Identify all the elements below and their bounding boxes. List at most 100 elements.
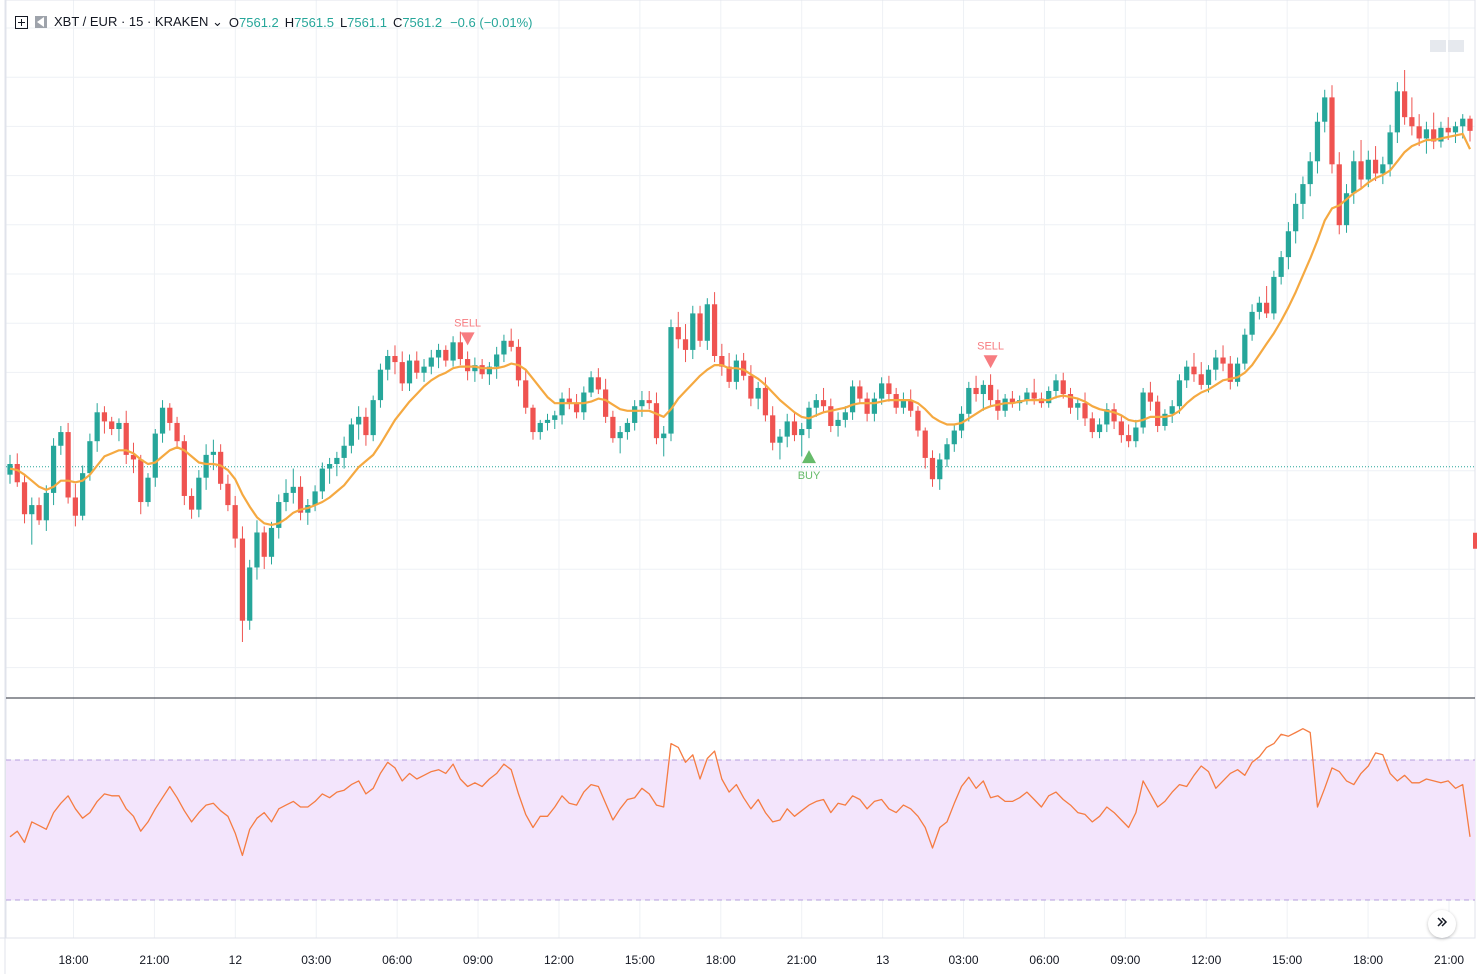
candle	[1024, 387, 1030, 405]
candle	[1162, 409, 1168, 431]
candle-body	[174, 422, 180, 442]
candle-body	[820, 400, 827, 407]
candle	[1365, 150, 1371, 188]
candle-body	[239, 538, 246, 621]
candle	[1423, 121, 1430, 154]
candle	[225, 474, 231, 512]
candle	[1322, 89, 1328, 133]
candle-body	[283, 492, 289, 503]
candle	[530, 404, 536, 440]
candle	[326, 457, 333, 484]
candle-body	[312, 491, 318, 506]
candles	[7, 70, 1473, 642]
time-axis-label: 15:00	[1272, 953, 1302, 967]
candle	[1264, 286, 1270, 318]
candle-body	[1431, 129, 1437, 142]
candle	[770, 406, 776, 451]
candle-body	[399, 362, 405, 384]
candle	[116, 418, 122, 442]
candle-body	[929, 457, 936, 480]
sell-signal: SELL	[454, 317, 481, 346]
candle-body	[1118, 421, 1124, 436]
candle	[1133, 419, 1139, 448]
candle-body	[290, 486, 296, 493]
candle-body	[377, 369, 384, 401]
candle	[755, 381, 761, 410]
symbol-selector[interactable]: XBT / EUR · 15 · KRAKEN ⌄	[54, 14, 223, 30]
candle	[1118, 415, 1124, 443]
pane-collapse-icon[interactable]	[1448, 40, 1464, 52]
close-label: C	[392, 14, 403, 30]
candle	[94, 403, 100, 452]
sell-signal: SELL	[977, 340, 1004, 369]
candle	[1213, 349, 1219, 381]
candle-body	[777, 436, 783, 443]
time-axis-label: 09:00	[463, 953, 493, 967]
candle-body	[1423, 129, 1430, 139]
candle	[377, 363, 384, 408]
candle	[690, 305, 696, 360]
candle-body	[297, 486, 304, 513]
candle-body	[94, 412, 100, 442]
candle-body	[784, 421, 790, 437]
time-axis-label: 12:00	[544, 953, 574, 967]
candle	[406, 354, 413, 391]
candle-body	[1031, 392, 1037, 399]
candle-body	[472, 365, 478, 372]
close-value: 7561.2	[402, 14, 443, 30]
candle	[268, 521, 275, 565]
candle-body	[1322, 97, 1328, 122]
candle-body	[1053, 380, 1059, 391]
pane-controls[interactable]	[1430, 40, 1464, 52]
candle-body	[842, 412, 848, 420]
candle	[1125, 424, 1132, 448]
candle-body	[1155, 401, 1161, 426]
candle-body	[14, 464, 20, 483]
candle-body	[1285, 231, 1292, 258]
candle-body	[479, 365, 485, 375]
time-axis-label: 12:00	[1191, 953, 1221, 967]
candle-body	[966, 387, 972, 414]
candle-body	[1213, 357, 1219, 370]
candle	[639, 390, 645, 417]
candle	[1220, 345, 1226, 372]
time-axis-label: 03:00	[301, 953, 331, 967]
candle-body	[1329, 97, 1335, 165]
candle	[414, 351, 420, 379]
candle-body	[326, 464, 333, 469]
collapse-triangle-icon[interactable]	[34, 15, 48, 29]
candle-body	[109, 421, 115, 430]
candle	[159, 400, 166, 443]
time-axis-label: 21:00	[787, 953, 817, 967]
candle	[828, 398, 834, 433]
candle	[900, 392, 907, 414]
candle-body	[1191, 366, 1197, 375]
candle	[1372, 146, 1379, 182]
candle	[181, 435, 187, 506]
time-axis-label: 21:00	[1434, 953, 1464, 967]
candle-body	[864, 398, 870, 414]
candle	[276, 494, 282, 539]
scroll-to-realtime-button[interactable]	[1428, 910, 1456, 938]
candle-body	[566, 398, 572, 404]
pane-maximize-icon[interactable]	[1430, 40, 1446, 52]
open-value: 7561.2	[239, 14, 279, 30]
plus-box-icon[interactable]	[14, 15, 28, 29]
candle	[915, 406, 921, 437]
candle-body	[1227, 363, 1233, 382]
candle	[1198, 362, 1204, 390]
candle	[29, 497, 35, 545]
candle	[1191, 352, 1197, 382]
candle-body	[1046, 390, 1052, 404]
candle-body	[450, 342, 456, 361]
candle-body	[261, 532, 267, 557]
candle-body	[603, 389, 609, 417]
candle	[711, 292, 718, 363]
candle-body	[1409, 117, 1415, 127]
candle	[552, 410, 558, 430]
candle	[312, 485, 318, 512]
candle-body	[523, 380, 529, 408]
candle-body	[828, 406, 834, 426]
